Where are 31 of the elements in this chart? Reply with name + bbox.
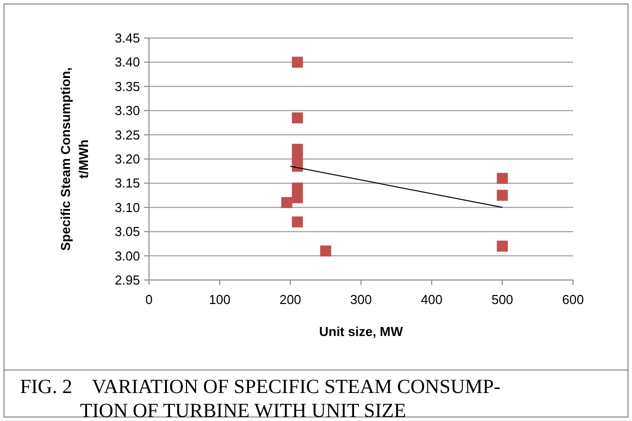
y-tick-label: 3.45 xyxy=(114,30,140,46)
y-tick-label: 3.25 xyxy=(114,127,140,142)
y-tick-label: 3.40 xyxy=(114,54,140,70)
y-tick-label: 3.10 xyxy=(114,200,140,215)
y-tick-label: 3.00 xyxy=(114,248,140,264)
x-tick-label: 400 xyxy=(420,292,443,307)
caption: FIG. 2 VARIATION OF SPECIFIC STEAM CONSUMP-TION OF TURBINE WITH UNIT SIZE xyxy=(20,376,500,421)
y-tick-label: 3.15 xyxy=(114,176,140,191)
x-tick-label: 100 xyxy=(208,292,231,307)
point xyxy=(496,240,508,252)
point xyxy=(320,245,332,256)
y-tick-label: 3.35 xyxy=(114,78,140,94)
point xyxy=(292,160,303,172)
point xyxy=(496,172,508,184)
x-tick-label: 500 xyxy=(491,292,514,307)
x-tick-label: 300 xyxy=(350,292,372,307)
y-tick-label: 2.95 xyxy=(114,272,140,288)
point xyxy=(292,56,303,68)
point xyxy=(496,190,508,201)
x-tick-label: 600 xyxy=(562,292,584,307)
y-tick-label: 3.20 xyxy=(114,152,140,166)
y-axis-title: Specific Steam Consumption, t/MWh xyxy=(58,67,91,251)
y-tick-label: 3.05 xyxy=(114,224,140,240)
point xyxy=(292,112,303,124)
point xyxy=(292,192,303,204)
point xyxy=(281,197,292,208)
point xyxy=(292,216,303,228)
x-axis-title: Unit size, MW xyxy=(319,324,404,339)
x-tick-label: 0 xyxy=(145,292,153,307)
x-tick-label: 200 xyxy=(279,292,302,307)
y-tick-label: 3.30 xyxy=(114,103,140,118)
